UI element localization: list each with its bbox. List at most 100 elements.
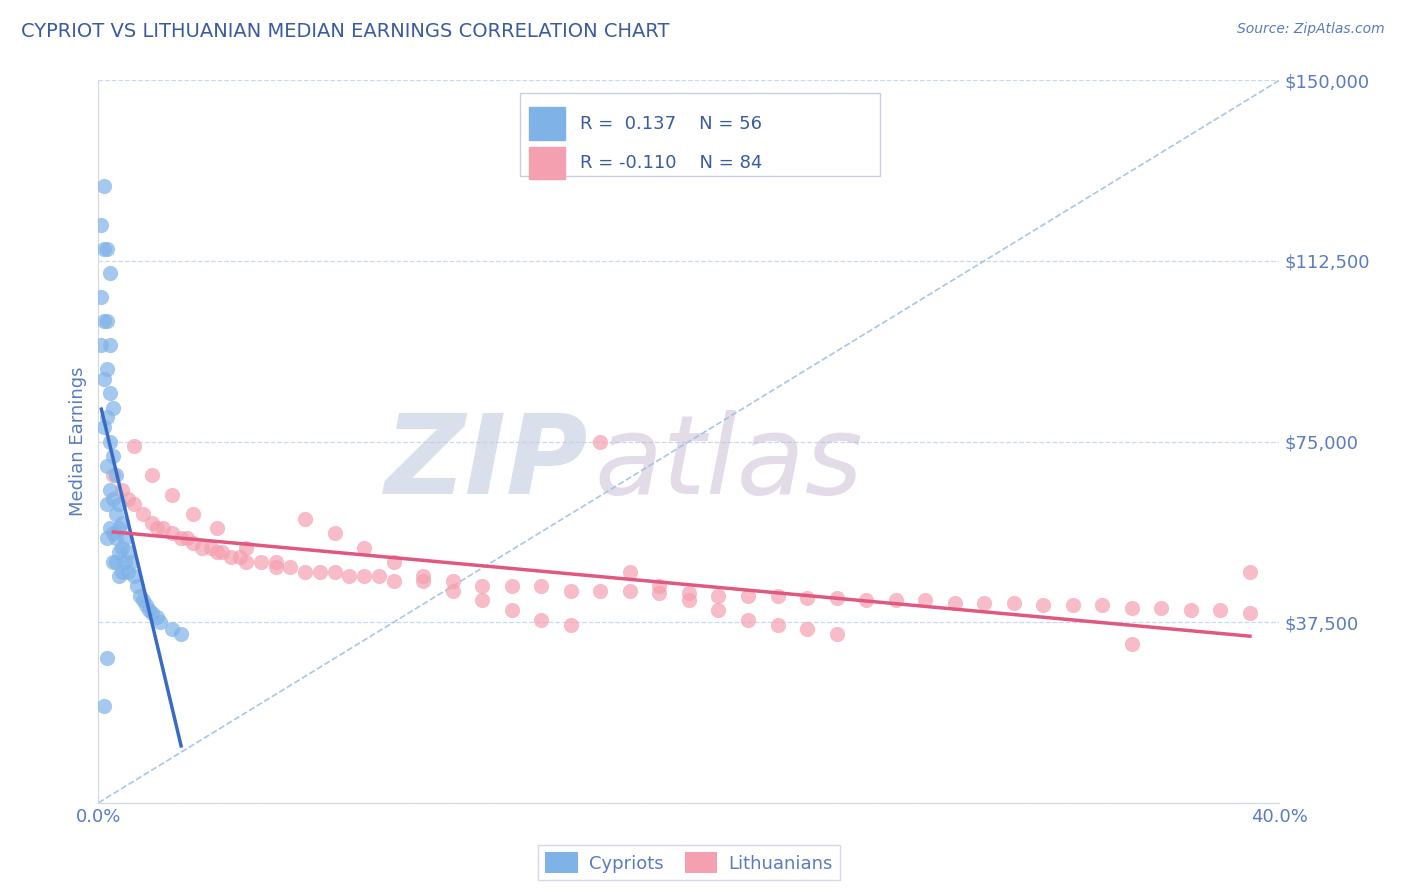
Point <box>117 492 139 507</box>
Point <box>280 559 302 574</box>
Point <box>96 458 118 473</box>
Point <box>181 507 204 521</box>
Point <box>501 579 523 593</box>
Point <box>530 579 553 593</box>
Point <box>353 569 375 583</box>
Point <box>205 545 228 559</box>
Point <box>294 511 316 525</box>
Point <box>825 591 848 606</box>
Point <box>737 613 759 627</box>
Point <box>707 603 730 617</box>
Point <box>122 497 145 511</box>
Point <box>103 526 125 541</box>
Point <box>560 583 582 598</box>
Point <box>1032 599 1054 613</box>
Point <box>93 179 115 194</box>
Point <box>111 483 134 497</box>
Point <box>96 497 118 511</box>
Y-axis label: Median Earnings: Median Earnings <box>69 367 87 516</box>
Point <box>105 531 128 545</box>
Point <box>170 531 193 545</box>
Point <box>141 468 163 483</box>
Point <box>138 603 160 617</box>
Point <box>111 541 134 555</box>
Text: CYPRIOT VS LITHUANIAN MEDIAN EARNINGS CORRELATION CHART: CYPRIOT VS LITHUANIAN MEDIAN EARNINGS CO… <box>21 22 669 41</box>
Point <box>114 555 136 569</box>
Point <box>441 574 464 589</box>
Point <box>162 623 183 637</box>
Point <box>1062 599 1084 613</box>
Text: R =  0.137    N = 56: R = 0.137 N = 56 <box>581 115 762 133</box>
Point <box>471 579 494 593</box>
Point <box>114 531 136 545</box>
Point <box>309 565 332 579</box>
Point <box>96 242 118 256</box>
Point <box>105 468 128 483</box>
Point <box>176 531 198 545</box>
Point <box>1150 600 1173 615</box>
Point <box>96 314 118 328</box>
Point <box>766 617 789 632</box>
Text: ZIP: ZIP <box>385 409 589 516</box>
Point <box>103 555 125 569</box>
Point <box>98 483 121 497</box>
Point <box>589 583 612 598</box>
Bar <box>530 147 565 179</box>
Point <box>117 565 139 579</box>
Point <box>914 593 936 607</box>
Point <box>1239 606 1261 620</box>
Point <box>146 610 169 624</box>
Point <box>353 541 375 555</box>
Point <box>441 583 464 598</box>
Point <box>93 699 115 714</box>
Point <box>678 586 700 600</box>
Point <box>103 401 125 415</box>
Point <box>111 516 134 531</box>
Point <box>560 617 582 632</box>
Point <box>264 559 287 574</box>
Point <box>122 439 145 453</box>
Point <box>250 555 273 569</box>
Point <box>825 627 848 641</box>
Point <box>132 593 155 607</box>
Bar <box>530 107 565 139</box>
Point <box>796 623 818 637</box>
Point <box>264 555 287 569</box>
Point <box>181 535 204 549</box>
Text: R = -0.110    N = 84: R = -0.110 N = 84 <box>581 154 762 172</box>
Point <box>162 526 183 541</box>
Point <box>1121 600 1143 615</box>
Text: atlas: atlas <box>595 409 863 516</box>
Point <box>619 583 641 598</box>
Point <box>943 596 966 610</box>
Point <box>98 386 121 401</box>
Point <box>530 613 553 627</box>
Point <box>141 516 163 531</box>
Point <box>1180 603 1202 617</box>
Point <box>412 569 434 583</box>
Point <box>96 651 118 665</box>
Point <box>98 266 121 280</box>
Point <box>191 541 214 555</box>
Point <box>235 555 257 569</box>
Point <box>619 565 641 579</box>
Point <box>678 593 700 607</box>
Point <box>93 242 115 256</box>
Point <box>412 574 434 589</box>
Point <box>648 579 671 593</box>
Point <box>108 521 131 535</box>
Point <box>141 606 163 620</box>
Point <box>93 420 115 434</box>
Point <box>229 550 252 565</box>
Point <box>382 574 405 589</box>
Point <box>501 603 523 617</box>
Point <box>128 589 150 603</box>
Point <box>162 487 183 501</box>
Point <box>122 569 145 583</box>
Point <box>98 521 121 535</box>
Point <box>105 507 128 521</box>
Point <box>170 627 193 641</box>
Point <box>648 586 671 600</box>
Point <box>90 290 112 304</box>
Point <box>108 497 131 511</box>
